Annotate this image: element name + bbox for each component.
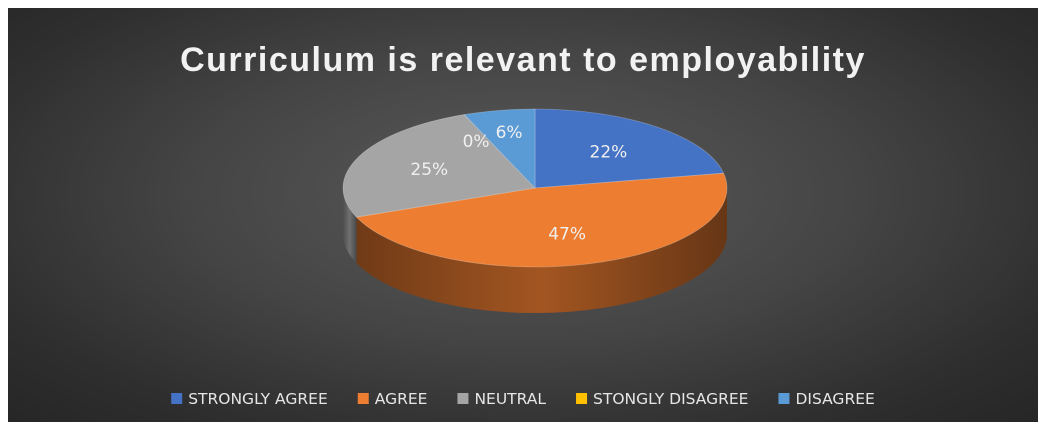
pie-side-group bbox=[343, 188, 727, 314]
pie-side-shade-neutral bbox=[343, 188, 357, 264]
data-label-agree: 47% bbox=[548, 225, 586, 245]
legend-swatch-stongly-disagree bbox=[576, 393, 588, 404]
legend-label-agree: AGREE bbox=[375, 390, 428, 408]
chart-title: Curriculum is relevant to employability bbox=[180, 41, 866, 79]
legend: STRONGLY AGREE AGREE NEUTRAL STONGLY DISAGR… bbox=[171, 390, 875, 408]
data-labels-group: 22% 47% 25% 0% 6% bbox=[410, 123, 627, 244]
pie-slice-disagree bbox=[463, 108, 536, 189]
legend-label-neutral: NEUTRAL bbox=[474, 390, 546, 408]
pie-side-shade-agree bbox=[356, 188, 727, 314]
legend-swatch-disagree bbox=[778, 393, 790, 404]
legend-swatch-agree bbox=[357, 393, 369, 404]
data-label-neutral: 25% bbox=[410, 160, 448, 180]
data-label-stongly-disagree: 0% bbox=[463, 132, 490, 152]
legend-label-strongly-agree: STRONGLY AGREE bbox=[188, 390, 328, 408]
legend-swatch-neutral bbox=[457, 393, 469, 404]
chart-area: Curriculum is relevant to employability … bbox=[8, 8, 1038, 422]
legend-label-disagree: DISAGREE bbox=[795, 390, 874, 408]
legend-label-stongly-disagree: STONGLY DISAGREE bbox=[593, 390, 748, 408]
pie-slice-agree bbox=[355, 172, 728, 268]
data-label-disagree: 6% bbox=[496, 123, 523, 143]
pie-slice-neutral bbox=[342, 114, 536, 218]
pie-slice-strongly-agree bbox=[534, 108, 725, 189]
pie-chart: Curriculum is relevant to employability … bbox=[171, 41, 875, 408]
legend-swatch-strongly-agree bbox=[171, 393, 183, 404]
pie-top-group bbox=[342, 108, 728, 268]
data-label-strongly-agree: 22% bbox=[590, 142, 628, 162]
